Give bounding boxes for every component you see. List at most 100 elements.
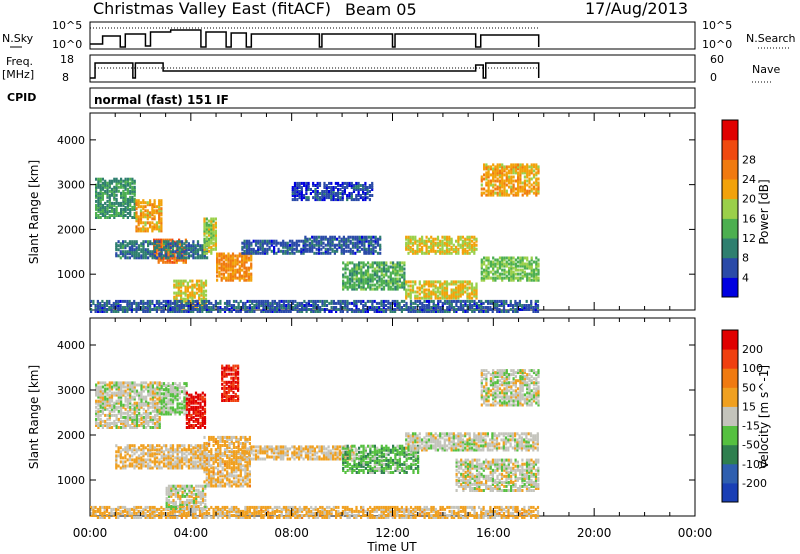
echo-cell bbox=[203, 407, 207, 411]
echo-cell bbox=[149, 308, 152, 311]
echo-cell bbox=[480, 272, 483, 276]
echo-cell bbox=[394, 263, 397, 267]
echo-cell bbox=[227, 394, 231, 398]
echo-cell bbox=[325, 196, 328, 200]
echo-cell bbox=[115, 179, 118, 183]
echo-cell bbox=[452, 247, 455, 251]
echo-cell bbox=[147, 466, 150, 470]
echo-cell bbox=[358, 285, 361, 289]
echo-cell bbox=[284, 251, 287, 255]
echo-cell bbox=[176, 244, 179, 248]
echo-cell bbox=[528, 179, 531, 183]
echo-cell bbox=[146, 215, 149, 219]
echo-cell bbox=[369, 283, 372, 287]
echo-cell bbox=[496, 167, 499, 171]
echo-cell bbox=[185, 382, 188, 386]
echo-cell bbox=[104, 407, 107, 411]
echo-cell bbox=[124, 411, 127, 415]
echo-cell bbox=[97, 197, 100, 201]
echo-cell bbox=[194, 413, 198, 417]
echo-cell bbox=[117, 454, 120, 458]
nsky-panel: N.Sky 10^5 10^0 10^5 10^0 N.Search bbox=[2, 19, 796, 51]
echo-cell bbox=[126, 197, 129, 201]
echo-cell bbox=[108, 397, 111, 401]
echo-cell bbox=[439, 286, 442, 290]
echo-cell bbox=[464, 241, 467, 245]
echo-cell bbox=[119, 252, 122, 256]
echo-cell bbox=[167, 390, 170, 394]
echo-cell bbox=[414, 310, 417, 313]
echo-cell bbox=[321, 198, 324, 202]
echo-cell bbox=[228, 299, 231, 303]
echo-cell bbox=[423, 299, 426, 303]
echo-cell bbox=[295, 249, 298, 253]
echo-cell bbox=[323, 192, 326, 195]
echo-cell bbox=[427, 284, 430, 288]
echo-cell bbox=[218, 270, 221, 274]
echo-cell bbox=[151, 256, 154, 260]
echo-cell bbox=[348, 308, 351, 311]
echo-cell bbox=[530, 183, 533, 187]
echo-cell bbox=[158, 244, 161, 248]
echo-cell bbox=[245, 239, 248, 243]
echo-cell bbox=[446, 299, 449, 303]
echo-cell bbox=[380, 308, 383, 311]
echo-cell bbox=[122, 207, 125, 211]
echo-cell bbox=[131, 411, 134, 415]
echo-cell bbox=[291, 194, 294, 197]
echo-cell bbox=[250, 249, 253, 253]
echo-cell bbox=[189, 295, 192, 299]
echo-cell bbox=[398, 277, 401, 281]
echo-cell bbox=[162, 410, 166, 414]
echo-cell bbox=[473, 251, 476, 255]
echo-cell bbox=[203, 419, 207, 423]
echo-cell bbox=[160, 211, 163, 215]
echo-cell bbox=[190, 250, 193, 254]
echo-cell bbox=[365, 251, 368, 255]
echo-cell bbox=[124, 193, 127, 197]
echo-cell bbox=[187, 242, 190, 246]
echo-cell bbox=[181, 400, 184, 404]
echo-cell bbox=[328, 192, 331, 195]
echo-cell bbox=[188, 413, 191, 417]
echo-cell bbox=[448, 282, 451, 286]
echo-cell bbox=[242, 304, 245, 307]
echo-cell bbox=[430, 290, 433, 294]
echo-cell bbox=[165, 244, 168, 248]
echo-cell bbox=[194, 250, 197, 254]
echo-cell bbox=[173, 295, 176, 299]
echo-cell bbox=[131, 454, 134, 458]
echo-cell bbox=[387, 281, 390, 285]
echo-cell bbox=[122, 203, 125, 207]
echo-cell bbox=[291, 190, 294, 193]
echo-cell bbox=[489, 306, 492, 309]
echo-cell bbox=[358, 281, 361, 285]
echo-cell bbox=[115, 209, 118, 213]
echo-cell bbox=[190, 426, 193, 429]
echo-cell bbox=[338, 235, 341, 239]
echo-cell bbox=[295, 247, 298, 251]
echo-cell bbox=[357, 192, 360, 195]
echo-cell bbox=[149, 417, 152, 421]
echo-cell bbox=[389, 281, 392, 285]
echo-cell bbox=[129, 177, 132, 181]
echo-cell bbox=[101, 399, 104, 403]
echo-cell bbox=[124, 252, 127, 256]
echo-cell bbox=[416, 243, 419, 247]
echo-cell bbox=[317, 235, 321, 239]
echo-cell bbox=[104, 381, 107, 385]
echo-cell bbox=[398, 306, 401, 309]
echo-cell bbox=[324, 237, 327, 241]
echo-cell bbox=[223, 308, 227, 311]
echo-cell bbox=[487, 173, 490, 177]
echo-cell bbox=[445, 294, 449, 298]
echo-cell bbox=[498, 183, 502, 187]
echo-cell bbox=[430, 299, 433, 303]
echo-cell bbox=[279, 241, 282, 245]
echo-cell bbox=[119, 244, 122, 248]
echo-cell bbox=[184, 289, 187, 293]
echo-cell bbox=[153, 248, 156, 252]
echo-cell bbox=[230, 304, 233, 307]
echo-cell bbox=[162, 382, 166, 386]
echo-cell bbox=[430, 292, 433, 296]
